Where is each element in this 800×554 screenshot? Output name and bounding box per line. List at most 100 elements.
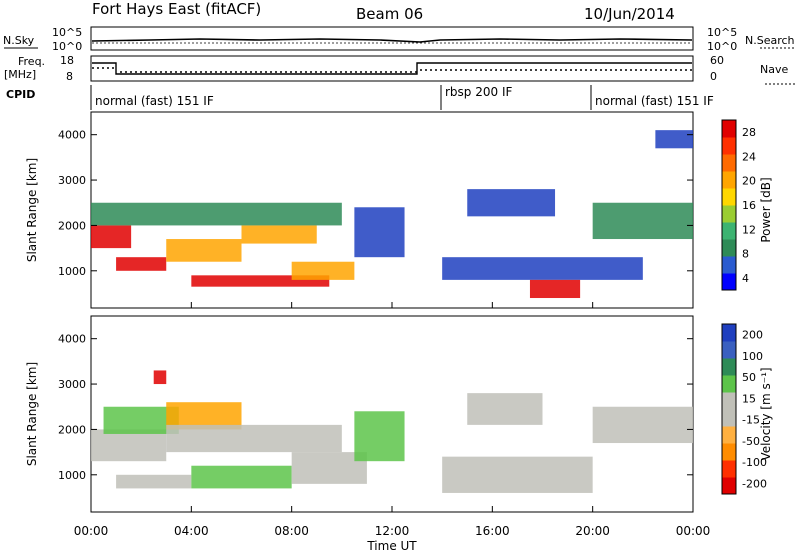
x-axis-title: Time UT — [366, 539, 417, 553]
beam-label: Beam 06 — [356, 5, 423, 23]
power-region — [241, 225, 317, 244]
velocity-axes: 1000 2000 3000 4000 — [58, 333, 694, 512]
velocity-colorbar: 200 100 50 15 -15 -50 -100 -200 — [721, 323, 767, 495]
x-tick-label: 04:00 — [174, 524, 209, 538]
x-tick-labels: 00:00 04:00 08:00 12:00 16:00 20:00 00:00 — [74, 524, 711, 538]
velocity-colorbar-tick: -200 — [742, 477, 767, 490]
station-title: Fort Hays East (fitACF) — [92, 0, 261, 18]
velocity-ylabel: Slant Range [km] — [25, 362, 39, 466]
power-colorbar-tick: 24 — [742, 150, 756, 163]
cpid-label: CPID — [6, 88, 35, 101]
power-colorbar-label: Power [dB] — [759, 177, 773, 242]
velocity-ytick-label: 3000 — [58, 378, 86, 391]
freq-label: Freq. — [18, 55, 45, 68]
nsky-tick-top: 10^5 — [52, 26, 82, 39]
power-colorbar-tick: 16 — [742, 199, 756, 212]
power-colorbar-frame — [721, 119, 737, 291]
velocity-region — [153, 370, 167, 385]
power-region — [91, 225, 132, 249]
x-tick-label: 00:00 — [676, 524, 711, 538]
velocity-colorbar-segment — [722, 358, 736, 376]
power-colorbar-tick: 28 — [742, 126, 756, 139]
nsearch-tick-top: 10^5 — [707, 26, 737, 39]
power-region — [529, 279, 581, 299]
velocity-colorbar-tick: -100 — [742, 456, 767, 469]
cpid-segment-2: rbsp 200 IF — [445, 85, 512, 99]
velocity-colorbar-segment — [722, 392, 736, 410]
velocity-panel: 1000 2000 3000 4000 Slant Range [km] 200 100… — [25, 315, 773, 513]
velocity-region — [592, 406, 693, 444]
power-region — [467, 189, 556, 217]
velocity-region — [191, 465, 292, 489]
power-colorbar-tick: 8 — [742, 248, 749, 261]
power-ytick-label: 1000 — [58, 265, 86, 278]
power-region — [592, 202, 693, 240]
power-region — [291, 261, 355, 280]
power-colorbar-segment — [722, 256, 736, 274]
power-colorbar-segment — [722, 171, 736, 189]
power-data-layer — [91, 130, 693, 299]
velocity-region — [354, 411, 405, 462]
power-colorbar-tick: 20 — [742, 175, 756, 188]
velocity-ytick-label: 2000 — [58, 423, 86, 436]
x-tick-label: 16:00 — [475, 524, 510, 538]
power-ytick-label: 3000 — [58, 174, 86, 187]
velocity-colorbar-segment — [722, 409, 736, 427]
power-colorbar-segment — [722, 239, 736, 257]
power-ylabel: Slant Range [km] — [25, 158, 39, 262]
power-colorbar: 28 24 20 16 12 8 4 — [721, 119, 756, 291]
cpid-segment-1: normal (fast) 151 IF — [95, 94, 214, 108]
power-colorbar-segment — [722, 273, 736, 291]
nave-tick-top: 60 — [710, 54, 724, 67]
nave-tick-bottom: 0 — [710, 70, 717, 83]
velocity-region — [91, 429, 167, 462]
velocity-region — [467, 393, 543, 425]
x-tick-label: 12:00 — [375, 524, 410, 538]
power-ytick-label: 2000 — [58, 219, 86, 232]
power-colorbar-segment — [722, 154, 736, 172]
velocity-colorbar-segment — [722, 375, 736, 393]
velocity-ytick-label: 1000 — [58, 469, 86, 482]
power-colorbar-tick: 4 — [742, 272, 749, 285]
nsearch-tick-bottom: 10^0 — [707, 40, 737, 53]
velocity-colorbar-segment — [722, 477, 736, 495]
freq-trace — [92, 62, 692, 75]
power-colorbar-segment — [722, 222, 736, 240]
velocity-colorbar-frame — [721, 323, 737, 495]
velocity-colorbar-segment — [722, 460, 736, 478]
power-region — [191, 275, 330, 287]
freq-tick-top: 18 — [60, 54, 74, 67]
velocity-colorbar-tick: 100 — [742, 350, 763, 363]
velocity-region — [166, 424, 342, 453]
velocity-region — [103, 406, 179, 434]
freq-unit: [MHz] — [4, 68, 36, 81]
nave-trace — [92, 67, 692, 73]
power-region — [91, 202, 342, 226]
power-colorbar-segment — [722, 205, 736, 223]
velocity-colorbar-segment — [722, 324, 736, 342]
nsky-strip — [90, 26, 694, 51]
velocity-ytick-label: 4000 — [58, 333, 86, 346]
velocity-colorbar-tick: -50 — [742, 435, 760, 448]
nsky-label: N.Sky — [3, 34, 35, 47]
date-label: 10/Jun/2014 — [584, 5, 675, 23]
x-tick-label: 20:00 — [575, 524, 610, 538]
velocity-region — [116, 474, 192, 489]
cpid-segment-3: normal (fast) 151 IF — [595, 94, 714, 108]
nave-label: Nave — [760, 63, 788, 76]
velocity-colorbar-tick: 50 — [742, 371, 756, 384]
nsky-trace — [91, 38, 693, 43]
velocity-colorbar-segment — [722, 426, 736, 444]
freq-tick-bottom: 8 — [66, 70, 73, 83]
velocity-data-layer — [91, 370, 693, 493]
power-region — [354, 207, 405, 258]
power-colorbar-tick: 12 — [742, 223, 756, 236]
power-colorbar-segment — [722, 120, 736, 138]
x-tick-label: 08:00 — [274, 524, 309, 538]
velocity-colorbar-tick: 200 — [742, 329, 763, 342]
x-tick-label: 00:00 — [74, 524, 109, 538]
power-region — [442, 257, 643, 280]
power-colorbar-segment — [722, 188, 736, 206]
power-colorbar-segment — [722, 137, 736, 155]
